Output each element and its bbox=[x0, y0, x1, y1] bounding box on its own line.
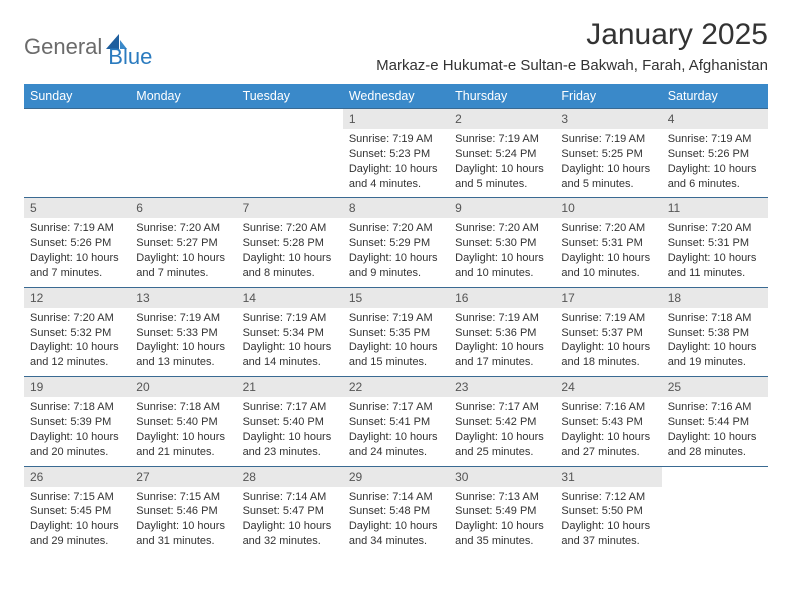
day-number-cell: 9 bbox=[449, 198, 555, 219]
day-number-cell bbox=[24, 109, 130, 130]
daynum-row: 1234 bbox=[24, 109, 768, 130]
day-detail-cell: Sunrise: 7:20 AMSunset: 5:31 PMDaylight:… bbox=[662, 218, 768, 287]
weekday-header: Monday bbox=[130, 84, 236, 109]
day-detail-cell: Sunrise: 7:19 AMSunset: 5:25 PMDaylight:… bbox=[555, 129, 661, 198]
day-number-cell: 6 bbox=[130, 198, 236, 219]
day-detail-cell: Sunrise: 7:12 AMSunset: 5:50 PMDaylight:… bbox=[555, 487, 661, 555]
day-number-cell: 18 bbox=[662, 287, 768, 308]
day-number-cell: 25 bbox=[662, 377, 768, 398]
day-detail-cell: Sunrise: 7:18 AMSunset: 5:40 PMDaylight:… bbox=[130, 397, 236, 466]
day-number-cell: 7 bbox=[237, 198, 343, 219]
day-detail-cell: Sunrise: 7:16 AMSunset: 5:44 PMDaylight:… bbox=[662, 397, 768, 466]
day-number-cell bbox=[237, 109, 343, 130]
day-number-cell: 27 bbox=[130, 466, 236, 487]
day-number-cell: 29 bbox=[343, 466, 449, 487]
logo: General Blue bbox=[24, 18, 152, 70]
daynum-row: 19202122232425 bbox=[24, 377, 768, 398]
day-detail-cell: Sunrise: 7:20 AMSunset: 5:31 PMDaylight:… bbox=[555, 218, 661, 287]
day-detail-cell: Sunrise: 7:17 AMSunset: 5:41 PMDaylight:… bbox=[343, 397, 449, 466]
day-detail-cell: Sunrise: 7:13 AMSunset: 5:49 PMDaylight:… bbox=[449, 487, 555, 555]
day-detail-cell: Sunrise: 7:19 AMSunset: 5:26 PMDaylight:… bbox=[662, 129, 768, 198]
day-detail-cell: Sunrise: 7:20 AMSunset: 5:28 PMDaylight:… bbox=[237, 218, 343, 287]
day-number-cell: 30 bbox=[449, 466, 555, 487]
day-number-cell: 1 bbox=[343, 109, 449, 130]
day-number-cell: 22 bbox=[343, 377, 449, 398]
day-detail-cell: Sunrise: 7:19 AMSunset: 5:37 PMDaylight:… bbox=[555, 308, 661, 377]
logo-text-blue: Blue bbox=[108, 44, 152, 70]
day-detail-cell bbox=[237, 129, 343, 198]
detail-row: Sunrise: 7:15 AMSunset: 5:45 PMDaylight:… bbox=[24, 487, 768, 555]
calendar-table: SundayMondayTuesdayWednesdayThursdayFrid… bbox=[24, 84, 768, 555]
day-number-cell: 3 bbox=[555, 109, 661, 130]
day-number-cell: 13 bbox=[130, 287, 236, 308]
day-detail-cell: Sunrise: 7:20 AMSunset: 5:29 PMDaylight:… bbox=[343, 218, 449, 287]
day-detail-cell: Sunrise: 7:14 AMSunset: 5:48 PMDaylight:… bbox=[343, 487, 449, 555]
daynum-row: 567891011 bbox=[24, 198, 768, 219]
day-detail-cell: Sunrise: 7:18 AMSunset: 5:38 PMDaylight:… bbox=[662, 308, 768, 377]
header-row: General Blue January 2025 Markaz-e Hukum… bbox=[24, 18, 768, 74]
day-number-cell: 14 bbox=[237, 287, 343, 308]
calendar-page: General Blue January 2025 Markaz-e Hukum… bbox=[0, 0, 792, 573]
weekday-header: Thursday bbox=[449, 84, 555, 109]
day-detail-cell: Sunrise: 7:20 AMSunset: 5:27 PMDaylight:… bbox=[130, 218, 236, 287]
day-number-cell: 5 bbox=[24, 198, 130, 219]
day-number-cell: 15 bbox=[343, 287, 449, 308]
detail-row: Sunrise: 7:19 AMSunset: 5:23 PMDaylight:… bbox=[24, 129, 768, 198]
day-detail-cell: Sunrise: 7:15 AMSunset: 5:46 PMDaylight:… bbox=[130, 487, 236, 555]
weekday-header: Wednesday bbox=[343, 84, 449, 109]
detail-row: Sunrise: 7:19 AMSunset: 5:26 PMDaylight:… bbox=[24, 218, 768, 287]
day-detail-cell: Sunrise: 7:15 AMSunset: 5:45 PMDaylight:… bbox=[24, 487, 130, 555]
day-number-cell: 2 bbox=[449, 109, 555, 130]
day-detail-cell: Sunrise: 7:19 AMSunset: 5:33 PMDaylight:… bbox=[130, 308, 236, 377]
day-number-cell: 24 bbox=[555, 377, 661, 398]
day-detail-cell: Sunrise: 7:19 AMSunset: 5:34 PMDaylight:… bbox=[237, 308, 343, 377]
day-detail-cell: Sunrise: 7:17 AMSunset: 5:40 PMDaylight:… bbox=[237, 397, 343, 466]
day-number-cell: 20 bbox=[130, 377, 236, 398]
daynum-row: 262728293031 bbox=[24, 466, 768, 487]
logo-text-general: General bbox=[24, 34, 102, 60]
day-number-cell: 28 bbox=[237, 466, 343, 487]
day-number-cell: 16 bbox=[449, 287, 555, 308]
location-text: Markaz-e Hukumat-e Sultan-e Bakwah, Fara… bbox=[376, 57, 768, 74]
day-number-cell: 23 bbox=[449, 377, 555, 398]
day-detail-cell bbox=[662, 487, 768, 555]
day-number-cell: 12 bbox=[24, 287, 130, 308]
day-number-cell: 21 bbox=[237, 377, 343, 398]
day-detail-cell: Sunrise: 7:19 AMSunset: 5:35 PMDaylight:… bbox=[343, 308, 449, 377]
day-detail-cell: Sunrise: 7:14 AMSunset: 5:47 PMDaylight:… bbox=[237, 487, 343, 555]
weekday-header: Saturday bbox=[662, 84, 768, 109]
day-detail-cell: Sunrise: 7:18 AMSunset: 5:39 PMDaylight:… bbox=[24, 397, 130, 466]
day-detail-cell bbox=[24, 129, 130, 198]
detail-row: Sunrise: 7:18 AMSunset: 5:39 PMDaylight:… bbox=[24, 397, 768, 466]
day-number-cell: 10 bbox=[555, 198, 661, 219]
title-block: January 2025 Markaz-e Hukumat-e Sultan-e… bbox=[376, 18, 768, 74]
day-number-cell bbox=[130, 109, 236, 130]
day-detail-cell: Sunrise: 7:20 AMSunset: 5:32 PMDaylight:… bbox=[24, 308, 130, 377]
day-detail-cell: Sunrise: 7:19 AMSunset: 5:36 PMDaylight:… bbox=[449, 308, 555, 377]
day-number-cell: 4 bbox=[662, 109, 768, 130]
weekday-header: Friday bbox=[555, 84, 661, 109]
day-number-cell: 8 bbox=[343, 198, 449, 219]
month-title: January 2025 bbox=[376, 18, 768, 51]
day-detail-cell bbox=[130, 129, 236, 198]
weekday-header-row: SundayMondayTuesdayWednesdayThursdayFrid… bbox=[24, 84, 768, 109]
day-detail-cell: Sunrise: 7:19 AMSunset: 5:24 PMDaylight:… bbox=[449, 129, 555, 198]
day-detail-cell: Sunrise: 7:20 AMSunset: 5:30 PMDaylight:… bbox=[449, 218, 555, 287]
day-detail-cell: Sunrise: 7:17 AMSunset: 5:42 PMDaylight:… bbox=[449, 397, 555, 466]
detail-row: Sunrise: 7:20 AMSunset: 5:32 PMDaylight:… bbox=[24, 308, 768, 377]
weekday-header: Tuesday bbox=[237, 84, 343, 109]
day-number-cell: 31 bbox=[555, 466, 661, 487]
day-detail-cell: Sunrise: 7:19 AMSunset: 5:23 PMDaylight:… bbox=[343, 129, 449, 198]
weekday-header: Sunday bbox=[24, 84, 130, 109]
day-number-cell: 17 bbox=[555, 287, 661, 308]
day-number-cell: 19 bbox=[24, 377, 130, 398]
day-number-cell: 11 bbox=[662, 198, 768, 219]
day-detail-cell: Sunrise: 7:19 AMSunset: 5:26 PMDaylight:… bbox=[24, 218, 130, 287]
day-detail-cell: Sunrise: 7:16 AMSunset: 5:43 PMDaylight:… bbox=[555, 397, 661, 466]
daynum-row: 12131415161718 bbox=[24, 287, 768, 308]
day-number-cell bbox=[662, 466, 768, 487]
day-number-cell: 26 bbox=[24, 466, 130, 487]
